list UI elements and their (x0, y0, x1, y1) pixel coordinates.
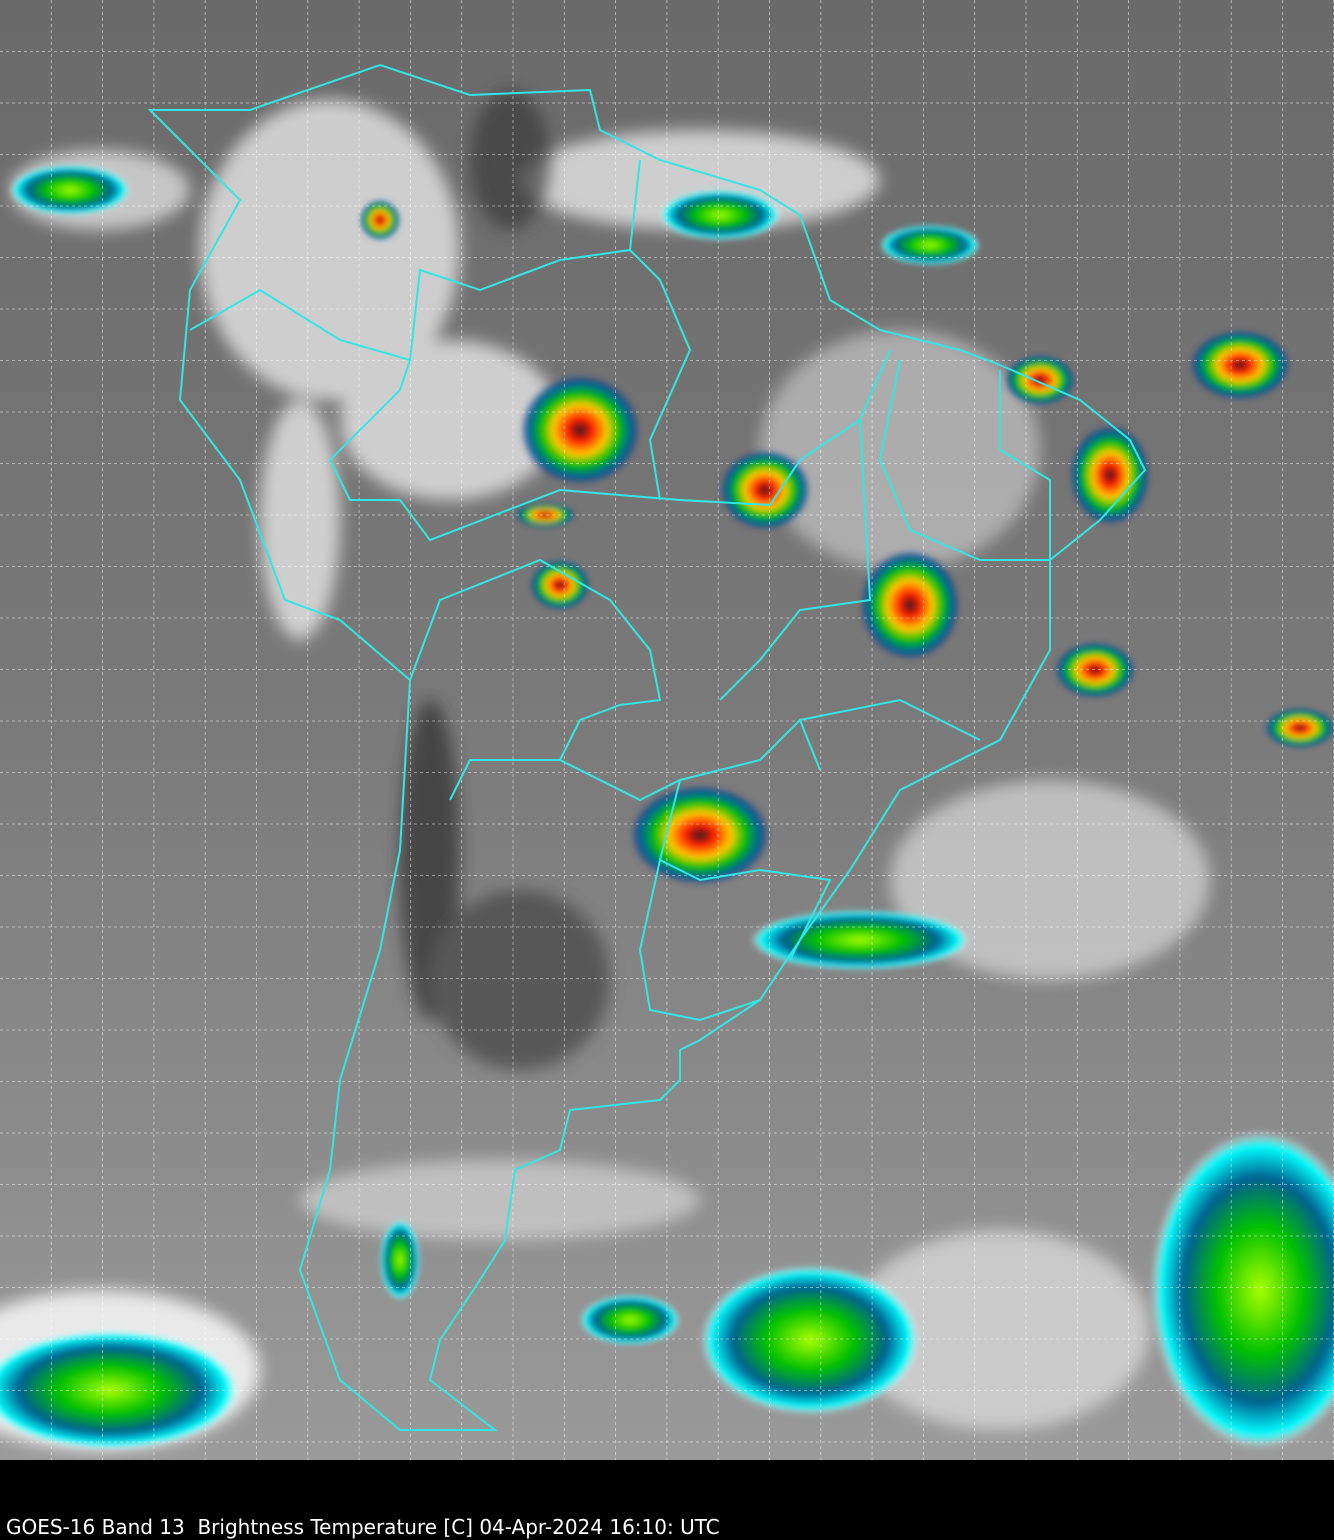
lat-lon-grid (0, 0, 1334, 1460)
storm-amazon (520, 375, 640, 485)
cold-front-southwest (0, 1330, 240, 1450)
satellite-map (0, 0, 1334, 1460)
internal-borders (189, 159, 1051, 1022)
cold-front-southeast (1150, 1130, 1334, 1450)
caption-bar (0, 1460, 1334, 1540)
image-caption: GOES-16 Band 13 Brightness Temperature [… (6, 1515, 720, 1539)
storm-bahia-coast (1055, 642, 1135, 698)
storm-bolivia (530, 560, 590, 610)
storm-paraguay-argentina (630, 785, 770, 885)
dark-land-areas (400, 90, 610, 1070)
storm-central-brazil (720, 450, 810, 530)
storm-goias (860, 550, 960, 660)
south-america-coastline (147, 63, 1147, 1431)
cold-front-south-atlantic (700, 1265, 920, 1415)
country-borders (147, 63, 1147, 1431)
storm-northeast (1070, 425, 1150, 525)
storm-cells (0, 165, 1334, 1450)
storm-atlantic (1190, 330, 1290, 400)
